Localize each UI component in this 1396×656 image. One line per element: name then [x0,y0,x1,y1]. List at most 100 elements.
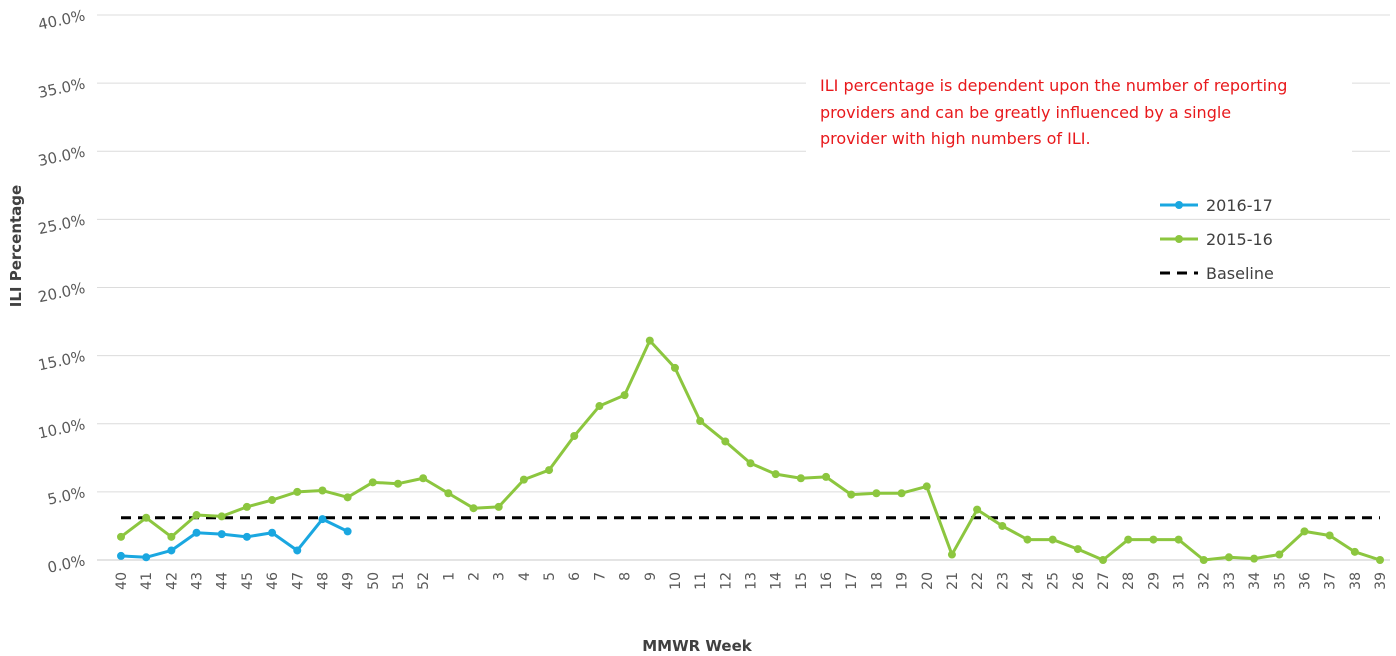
y-tick-label: 20.0% [36,279,86,307]
annotation-line-1: ILI percentage is dependent upon the num… [820,76,1288,95]
annotation-note: ILI percentage is dependent upon the num… [806,64,1352,156]
y-axis-title: ILI Percentage [7,185,25,307]
data-point-2015-16 [419,474,428,483]
x-tick-label: 27 [1096,572,1112,590]
x-axis-title: MMWR Week [642,637,753,655]
y-tick-label: 10.0% [36,415,86,443]
x-tick-label: 23 [995,572,1011,590]
x-tick-label: 5 [542,572,558,581]
x-tick-label: 39 [1373,572,1389,590]
x-tick-label: 36 [1297,572,1313,590]
x-tick-label: 48 [315,572,331,590]
data-point-2016-17 [142,553,151,562]
data-point-2015-16 [1124,535,1133,544]
data-point-2015-16 [1174,535,1183,544]
data-point-2015-16 [519,475,528,484]
x-tick-label: 40 [114,572,130,590]
x-tick-label: 20 [920,572,936,590]
data-point-2015-16 [444,489,453,498]
data-point-2015-16 [217,512,226,521]
data-point-2015-16 [771,470,780,479]
x-tick-label: 35 [1272,572,1288,590]
x-tick-label: 26 [1071,572,1087,590]
x-tick-label: 33 [1222,572,1238,590]
data-point-2015-16 [1275,550,1284,559]
data-point-2015-16 [117,532,125,541]
data-point-2015-16 [1048,535,1057,544]
x-tick-label: 49 [341,572,357,590]
data-point-2015-16 [268,496,277,505]
x-tick-label: 34 [1247,572,1263,590]
data-point-2015-16 [167,532,176,541]
series-layer [117,336,1384,564]
x-tick-label: 19 [895,572,911,590]
x-tick-label: 16 [819,572,835,590]
data-point-2015-16 [1073,545,1082,554]
data-point-2015-16 [1300,527,1309,536]
data-point-2015-16 [1099,556,1108,564]
x-tick-label: 6 [567,572,583,581]
data-point-2015-16 [545,466,554,475]
data-point-2015-16 [595,402,604,411]
data-point-2016-17 [167,546,176,555]
x-tick-label: 47 [290,572,306,590]
data-point-2015-16 [1250,554,1259,563]
data-point-2015-16 [393,479,402,488]
y-axis-tick-labels: 0.0% 5.0% 10.0% 15.0% 20.0% 25.0% 30.0% 35.0% 40… [36,6,86,577]
x-tick-label: 42 [164,572,180,590]
data-point-2015-16 [469,504,478,513]
data-point-2015-16 [142,513,151,522]
x-tick-label: 18 [869,572,885,590]
data-point-2015-16 [1149,535,1158,544]
y-tick-label: 5.0% [46,483,87,509]
data-point-2016-17 [192,528,201,537]
data-point-2015-16 [670,363,679,372]
y-tick-label: 25.0% [36,211,86,239]
data-point-2015-16 [973,505,982,514]
y-tick-label: 15.0% [36,347,86,375]
data-point-2015-16 [570,432,579,441]
data-point-2015-16 [318,486,327,495]
data-point-2015-16 [494,502,503,511]
x-tick-label: 24 [1020,572,1036,590]
x-tick-label: 46 [265,572,281,590]
x-tick-label: 15 [794,572,810,590]
legend-label-2016-17: 2016-17 [1206,196,1273,215]
x-tick-label: 25 [1046,572,1062,590]
data-point-2015-16 [1325,531,1334,540]
x-tick-label: 8 [618,572,634,581]
x-tick-label: 37 [1323,572,1339,590]
x-tick-label: 12 [718,572,734,590]
legend-marker-2015-16 [1175,235,1183,243]
data-point-2015-16 [1199,556,1208,564]
legend: 2016-17 2015-16 Baseline [1160,196,1274,283]
x-axis-tick-labels: 40 41 42 43 44 45 46 47 48 49 50 51 52 1 2 3 4 5 6 7 8 9 10 11 1… [114,572,1389,590]
data-point-2015-16 [368,478,377,487]
y-tick-label: 0.0% [46,551,87,577]
x-tick-label: 22 [970,572,986,590]
data-point-2015-16 [847,490,856,499]
x-tick-label: 38 [1348,572,1364,590]
legend-label-baseline: Baseline [1206,264,1274,283]
data-point-2015-16 [293,487,302,496]
legend-label-2015-16: 2015-16 [1206,230,1273,249]
data-point-2015-16 [998,521,1007,530]
data-point-2015-16 [343,493,352,502]
data-point-2015-16 [620,391,629,400]
x-tick-label: 2 [467,572,483,581]
data-point-2015-16 [696,417,705,426]
y-tick-label: 35.0% [36,74,86,102]
x-tick-label: 3 [492,572,508,581]
x-tick-label: 32 [1197,572,1213,590]
legend-marker-2016-17 [1175,201,1183,209]
y-tick-label: 40.0% [36,6,86,34]
annotation-line-2: providers and can be greatly influenced … [820,102,1232,122]
x-tick-label: 9 [643,572,659,581]
x-tick-label: 41 [139,572,155,590]
series-line-2016-17 [120,517,349,559]
data-point-2015-16 [872,489,881,498]
x-tick-label: 1 [441,572,457,581]
data-point-2015-16 [1376,556,1384,564]
data-point-2015-16 [746,459,755,468]
